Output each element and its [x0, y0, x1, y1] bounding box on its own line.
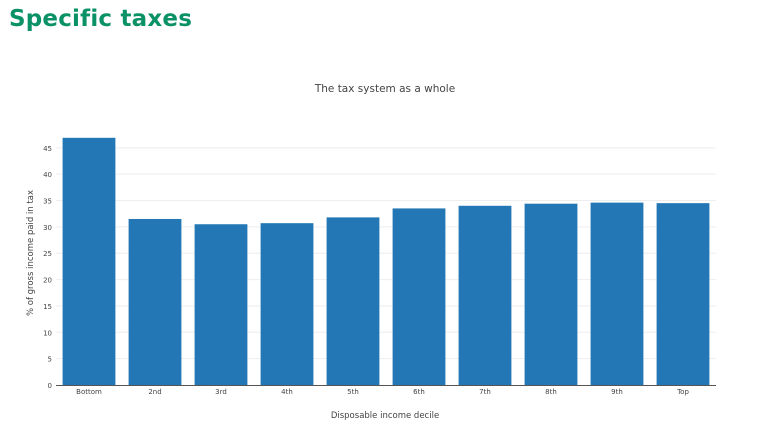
bar-4th [260, 223, 314, 385]
x-tick-label: 9th [611, 388, 623, 396]
x-tick-label: 6th [413, 388, 425, 396]
chart-title: The tax system as a whole [314, 83, 455, 95]
bar-8th [524, 203, 578, 385]
y-tick-label: 45 [43, 145, 52, 153]
x-tick-label: 3rd [215, 388, 227, 396]
y-tick-label: 0 [48, 382, 52, 390]
x-tick-label: Top [676, 388, 689, 396]
bars [62, 137, 710, 385]
y-tick-label: 40 [43, 171, 52, 179]
x-tick-label: 5th [347, 388, 359, 396]
bar-top [656, 203, 710, 385]
bar-2nd [128, 218, 182, 385]
bar-9th [590, 202, 644, 385]
bar-7th [458, 205, 512, 385]
bar-bottom [62, 137, 116, 385]
y-tick-labels: 0 5 10 15 20 25 30 35 40 45 [43, 145, 52, 390]
page-heading: Specific taxes [9, 6, 193, 32]
x-tick-label: 7th [479, 388, 491, 396]
x-tick-label: Bottom [76, 388, 102, 396]
x-axis-title: Disposable income decile [331, 411, 439, 421]
x-tick-label: 2nd [148, 388, 161, 396]
bar-6th [392, 208, 446, 385]
y-axis-title: % of gross income paid in tax [26, 190, 36, 316]
x-tick-labels: Bottom 2nd 3rd 4th 5th 6th 7th 8th 9th Top [76, 388, 689, 396]
y-tick-label: 25 [43, 250, 52, 258]
y-tick-label: 30 [43, 224, 52, 232]
x-tick-label: 4th [281, 388, 293, 396]
y-tick-label: 20 [43, 277, 52, 285]
x-tick-label: 8th [545, 388, 557, 396]
y-tick-label: 10 [43, 329, 52, 337]
bar-3rd [194, 224, 248, 385]
bar-5th [326, 217, 380, 385]
y-tick-label: 5 [48, 356, 52, 364]
y-tick-label: 35 [43, 198, 52, 206]
y-tick-label: 15 [43, 303, 52, 311]
